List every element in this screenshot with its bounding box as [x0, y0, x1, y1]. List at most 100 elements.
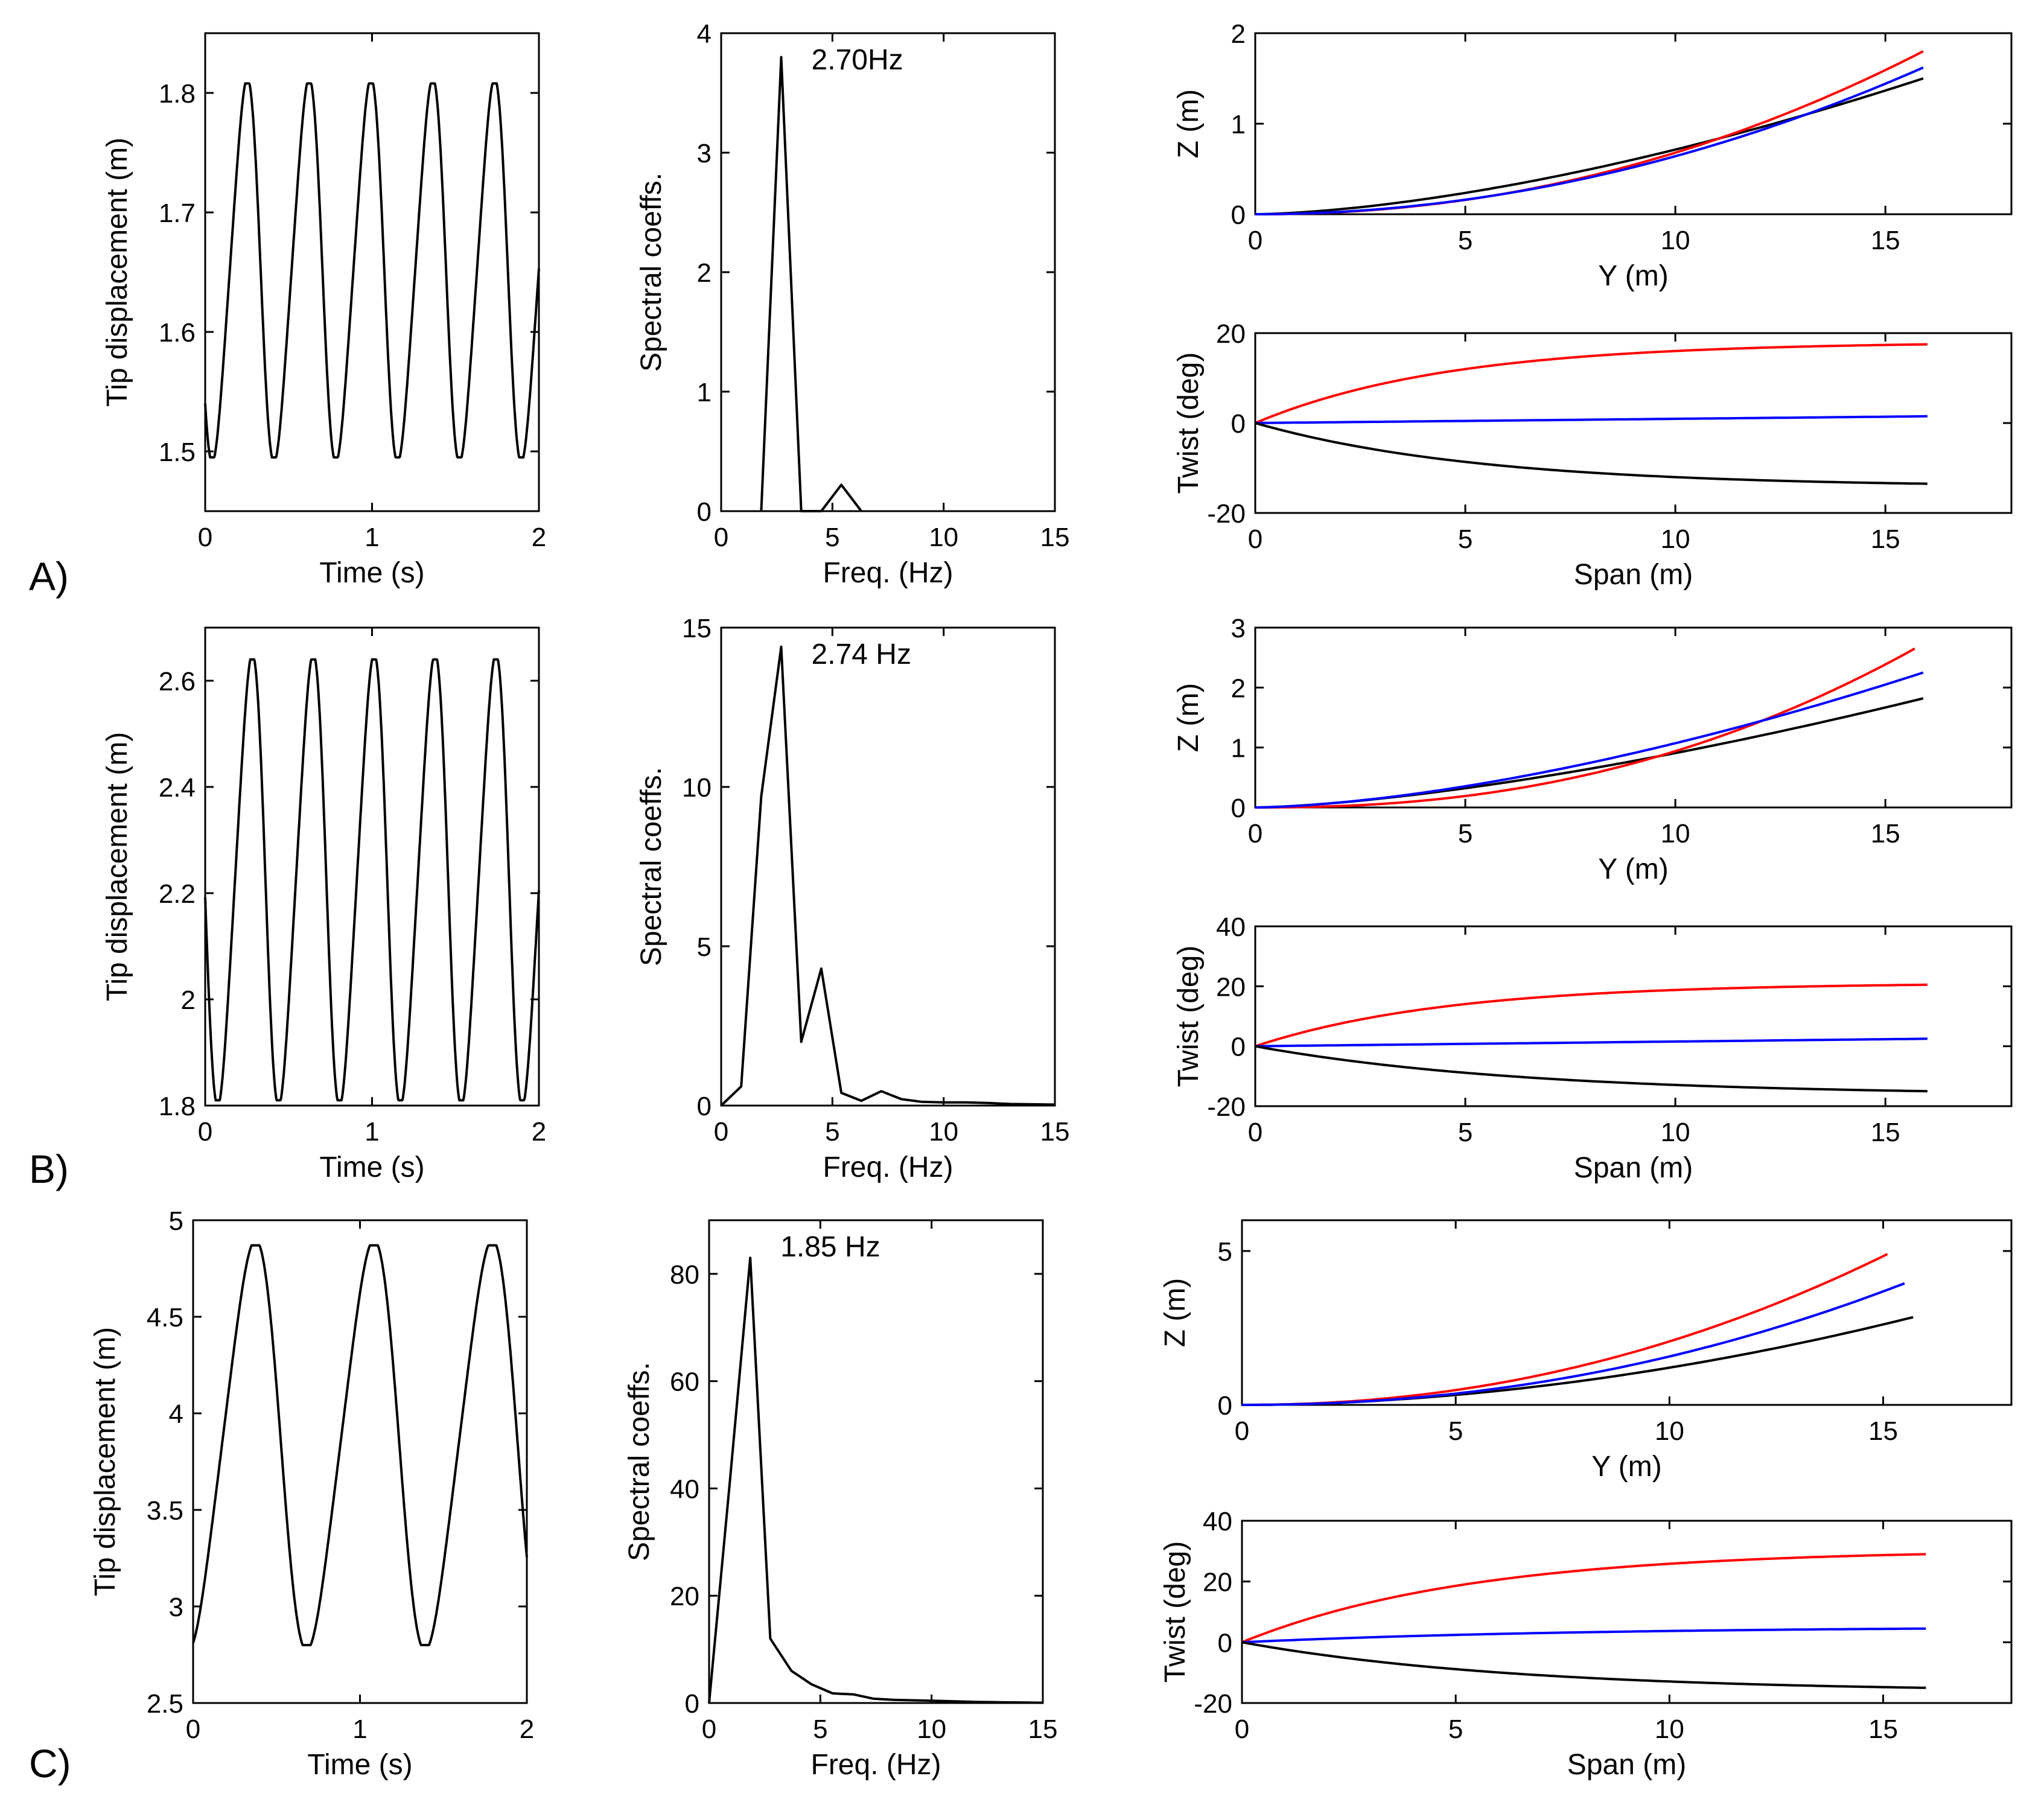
twist-line-blue	[1241, 1627, 1926, 1644]
twist-line-black	[1255, 422, 1928, 485]
x-tick-label: 10	[929, 1117, 958, 1147]
twist-line-red	[1255, 983, 1928, 1048]
y-tick-label: 4	[697, 19, 712, 49]
y-tick-label: 0	[697, 497, 712, 527]
x-tick-label: 5	[813, 1714, 827, 1744]
z-line-black	[1242, 1316, 1914, 1406]
y-tick-label: 2.2	[159, 879, 196, 909]
y-tick-label: 4	[169, 1399, 183, 1429]
y-tick-label: 3	[1231, 614, 1246, 643]
row-1-time_plot-panel: 0 1 2 1.8 2 2.2 2.4 2.6 Time (s) Tip displacement…	[101, 626, 546, 1183]
y-tick-label: 1.6	[159, 318, 196, 348]
y-tick-label: 1.7	[159, 199, 196, 228]
x-tick-label: 0	[1248, 524, 1262, 554]
twist-line-red	[1255, 343, 1928, 424]
y-tick-label: 1	[1231, 110, 1246, 139]
x-axis-label: Span (m)	[1574, 559, 1693, 591]
peak-frequency-annotation: 1.85 Hz	[780, 1231, 880, 1263]
x-axis-label: Span (m)	[1574, 1152, 1693, 1184]
row-0-time_plot-panel: 0 1 2 1.5 1.6 1.7 1.8 Time (s) Tip displacement …	[101, 32, 546, 589]
y-tick-label: 40	[1203, 1507, 1232, 1536]
spectrum-line	[720, 645, 1055, 1107]
twist-line-black	[1255, 1045, 1928, 1093]
row-label: C)	[29, 1741, 71, 1786]
y-tick-label: 40	[670, 1474, 699, 1504]
x-tick-label: 0	[714, 1117, 728, 1147]
x-tick-label: 0	[714, 523, 728, 552]
y-tick-label: 2	[181, 985, 196, 1015]
y-tick-label: 2.6	[159, 667, 196, 696]
y-tick-label: 5	[1218, 1237, 1232, 1267]
y-tick-label: 1	[697, 378, 712, 407]
y-axis-label: Spectral coeffs.	[635, 767, 667, 966]
x-tick-label: 5	[825, 1117, 839, 1147]
x-axis-label: Y (m)	[1598, 853, 1668, 885]
y-tick-label: 2	[697, 258, 712, 288]
x-tick-label: 15	[1871, 524, 1900, 554]
x-tick-label: 0	[198, 1117, 212, 1147]
x-tick-label: 5	[1458, 1118, 1473, 1147]
y-axis-label: Z (m)	[1173, 89, 1205, 159]
row-label: A)	[29, 554, 69, 599]
z-line-red	[1255, 50, 1924, 215]
y-axis-label: Tip displacement (m)	[101, 732, 133, 1001]
x-tick-label: 15	[1040, 1117, 1070, 1147]
x-tick-label: 0	[1248, 819, 1262, 848]
x-tick-label: 5	[1458, 226, 1473, 255]
y-tick-label: 0	[685, 1689, 699, 1719]
y-tick-label: 1.5	[159, 438, 196, 467]
y-tick-label: 2	[1231, 673, 1246, 703]
y-axis-label: Twist (deg)	[1159, 1541, 1191, 1683]
y-tick-label: 5	[697, 932, 712, 962]
y-tick-label: 4.5	[147, 1303, 183, 1332]
spectrum-line	[760, 56, 862, 512]
y-tick-label: 40	[1216, 912, 1246, 942]
twist-line-blue	[1255, 1037, 1928, 1048]
row-1-spectrum_plot-panel: 0 5 10 15 0 5 10 15 Freq. (Hz) Spectral coeffs. 2.…	[635, 614, 1069, 1183]
y-tick-label: -20	[1207, 1092, 1246, 1122]
y-tick-label: 5	[169, 1206, 183, 1236]
y-tick-label: 0	[1231, 409, 1246, 439]
y-axis-label: Twist (deg)	[1173, 946, 1205, 1087]
x-tick-label: 0	[1235, 1714, 1249, 1744]
x-tick-label: 2	[520, 1714, 534, 1744]
x-tick-label: 10	[1661, 819, 1690, 848]
x-tick-label: 0	[1235, 1416, 1249, 1446]
twist-line-black	[1241, 1641, 1926, 1689]
x-tick-label: 15	[1028, 1714, 1058, 1744]
x-tick-label: 15	[1871, 226, 1900, 255]
axes-frame	[1241, 1520, 2013, 1704]
y-tick-label: 1.8	[159, 1092, 196, 1121]
axes-frame	[1254, 32, 2013, 215]
x-tick-label: 1	[365, 1117, 379, 1147]
x-tick-label: 0	[702, 1714, 716, 1744]
x-tick-label: 5	[1458, 524, 1473, 554]
y-tick-label: 0	[1218, 1628, 1232, 1658]
y-tick-label: -20	[1207, 499, 1246, 529]
x-tick-label: 0	[1248, 226, 1262, 255]
x-tick-label: 10	[1661, 524, 1690, 554]
x-tick-label: 5	[1448, 1416, 1463, 1446]
y-axis-label: Tip displacement (m)	[101, 138, 133, 407]
axes-frame	[1254, 626, 2013, 809]
x-axis-label: Span (m)	[1567, 1749, 1686, 1781]
axes-frame	[1254, 925, 2013, 1107]
x-tick-label: 15	[1871, 819, 1900, 848]
row-2-time_plot-panel: 0 1 2 2.5 3 3.5 4 4.5 5 Time (s) Tip displacement …	[89, 1206, 534, 1781]
axes-frame	[1241, 1219, 2013, 1406]
y-tick-label: 0	[1231, 1033, 1246, 1062]
peak-frequency-annotation: 2.74 Hz	[812, 638, 911, 670]
tip-displacement-line	[204, 82, 540, 459]
y-tick-label: 60	[670, 1367, 699, 1397]
y-axis-label: Spectral coeffs.	[623, 1362, 655, 1561]
y-tick-label: 2.5	[147, 1689, 183, 1719]
y-axis-label: Spectral coeffs.	[635, 173, 667, 372]
row-0-spectrum_plot-panel: 0 5 10 15 0 1 2 3 4 Freq. (Hz) Spectral coeffs. 2.7…	[635, 19, 1069, 589]
z-line-blue	[1242, 1282, 1905, 1406]
y-tick-label: 2	[1231, 19, 1246, 49]
y-tick-label: 80	[670, 1260, 699, 1290]
x-tick-label: 10	[1655, 1416, 1684, 1446]
